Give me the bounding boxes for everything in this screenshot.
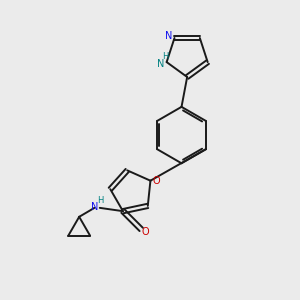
Text: O: O [153,176,160,186]
Text: N: N [91,202,98,212]
Text: H: H [97,196,103,205]
Text: N: N [157,59,164,69]
Text: N: N [165,31,172,41]
Text: O: O [141,227,149,237]
Text: H: H [163,52,169,61]
